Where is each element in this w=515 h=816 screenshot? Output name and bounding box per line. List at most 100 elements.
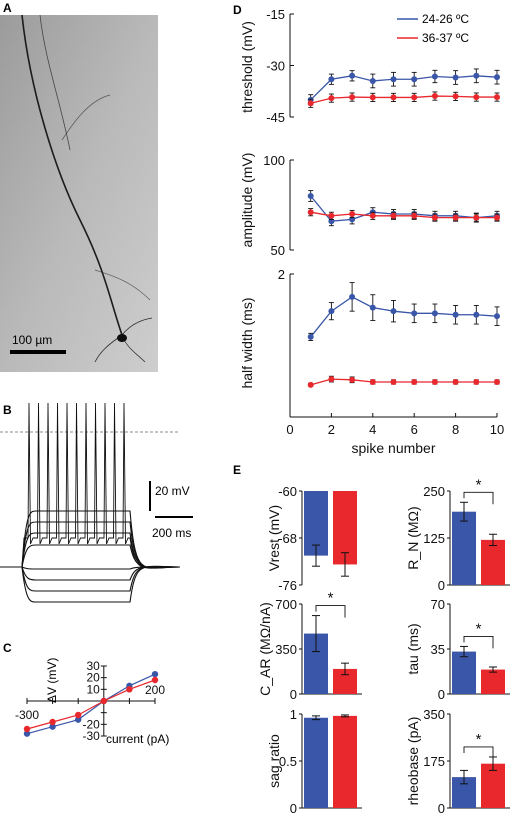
panel-b-label: B bbox=[3, 403, 12, 417]
data-point-blue bbox=[328, 308, 335, 315]
data-point-red bbox=[307, 209, 314, 216]
data-point-blue bbox=[349, 293, 356, 300]
data-point-blue bbox=[23, 730, 31, 737]
y-tick-label: -60 bbox=[278, 484, 297, 499]
series-line-red bbox=[310, 378, 497, 386]
data-point-blue bbox=[151, 670, 159, 678]
data-point-red bbox=[411, 378, 418, 385]
data-point-red bbox=[151, 676, 159, 684]
data-point-red bbox=[473, 214, 480, 221]
data-point-blue bbox=[473, 72, 480, 79]
y-tick-label: -30 bbox=[82, 729, 100, 743]
bar-blue bbox=[452, 651, 476, 694]
data-point-red bbox=[494, 214, 500, 221]
y-tick-label: 30 bbox=[86, 659, 100, 673]
data-point-red bbox=[452, 378, 459, 385]
panel-a: A 100 µm bbox=[0, 1, 158, 372]
significance-star: * bbox=[476, 476, 482, 493]
data-point-blue bbox=[369, 77, 376, 84]
significance-bracket bbox=[463, 491, 494, 505]
data-point-red bbox=[390, 94, 397, 101]
data-point-red bbox=[328, 376, 335, 383]
data-point-red bbox=[452, 214, 459, 221]
significance-bracket bbox=[463, 635, 494, 649]
data-point-red bbox=[431, 378, 438, 385]
significance-bracket bbox=[463, 746, 494, 759]
data-point-red bbox=[328, 212, 335, 219]
voltage-trace bbox=[0, 544, 181, 568]
y-tick-label: 2 bbox=[278, 267, 285, 282]
x-tick-label: 10 bbox=[490, 422, 504, 437]
data-point-blue bbox=[452, 74, 459, 81]
data-point-blue bbox=[328, 76, 335, 83]
y-tick-label: -76 bbox=[278, 578, 297, 593]
y-axis-label: Vrest (mV) bbox=[266, 505, 282, 571]
data-point-blue bbox=[49, 723, 56, 730]
y-tick-label: 20 bbox=[86, 671, 100, 685]
significance-star: * bbox=[328, 590, 334, 607]
scale-bar-label: 100 µm bbox=[12, 333, 52, 347]
y-axis-label: rheobase (pA) bbox=[405, 717, 421, 806]
y-tick-label: 125 bbox=[423, 531, 445, 546]
x-tick-label: 8 bbox=[452, 422, 459, 437]
y-tick-label: 100 bbox=[263, 153, 285, 168]
data-point-blue bbox=[411, 310, 418, 317]
y-axis-label: tau (ms) bbox=[405, 623, 421, 674]
data-point-red bbox=[473, 378, 480, 385]
x-tick-label: 200 bbox=[145, 683, 165, 697]
y-axis-label: half width (ms) bbox=[239, 297, 255, 388]
y-tick-label: 0 bbox=[438, 578, 445, 593]
data-point-red bbox=[494, 94, 500, 101]
bar-red bbox=[333, 715, 357, 808]
legend-item-warm: 36-37 ºC bbox=[422, 31, 469, 45]
data-point-red bbox=[349, 211, 356, 217]
y-axis-label: amplitude (mV) bbox=[239, 153, 255, 248]
data-point-blue bbox=[307, 333, 314, 340]
scale-bars-b bbox=[149, 481, 193, 518]
spiking-trace bbox=[0, 402, 181, 569]
neuron-micrograph-icon bbox=[0, 14, 158, 372]
legend-d: 24-26 ºC 36-37 ºC bbox=[397, 12, 469, 45]
data-point-blue bbox=[369, 304, 376, 311]
panel-c-label: C bbox=[3, 641, 12, 655]
y-tick-label: 175 bbox=[423, 754, 445, 769]
data-point-red bbox=[369, 212, 376, 219]
y-tick-label: -15 bbox=[266, 7, 285, 22]
voltage-trace bbox=[0, 565, 181, 603]
y-tick-label: 0 bbox=[290, 801, 297, 816]
series-line-blue bbox=[310, 75, 498, 101]
data-point-red bbox=[452, 93, 459, 100]
y-axis-label: C_AR (MΩ/nA) bbox=[257, 602, 273, 696]
y-tick-label: 350 bbox=[275, 642, 297, 657]
data-point-blue bbox=[473, 311, 480, 318]
data-point-red bbox=[49, 718, 56, 726]
legend-item-cool: 24-26 ºC bbox=[422, 12, 469, 26]
y-tick-label: 70 bbox=[431, 597, 445, 612]
panel-e-label: E bbox=[233, 463, 241, 477]
data-point-blue bbox=[431, 310, 438, 317]
data-point-red bbox=[23, 725, 31, 733]
y-tick-label: 250 bbox=[423, 484, 445, 499]
bar-red bbox=[481, 669, 505, 694]
y-tick-label: -45 bbox=[266, 110, 285, 125]
x-tick-label: 6 bbox=[411, 422, 418, 437]
data-point-red bbox=[328, 95, 335, 102]
iv-ylabel: ΔV (mV) bbox=[45, 658, 59, 703]
x-axis-label: spike number bbox=[351, 440, 435, 456]
data-point-red bbox=[100, 697, 108, 705]
voltage-traces bbox=[0, 402, 181, 603]
y-tick-label: 350 bbox=[423, 707, 445, 722]
data-point-red bbox=[75, 711, 82, 719]
data-point-red bbox=[431, 214, 438, 221]
series-line-red bbox=[26, 679, 156, 730]
series-line-blue bbox=[26, 673, 156, 735]
data-point-red bbox=[369, 378, 376, 385]
y-tick-label: 10 bbox=[86, 682, 100, 696]
